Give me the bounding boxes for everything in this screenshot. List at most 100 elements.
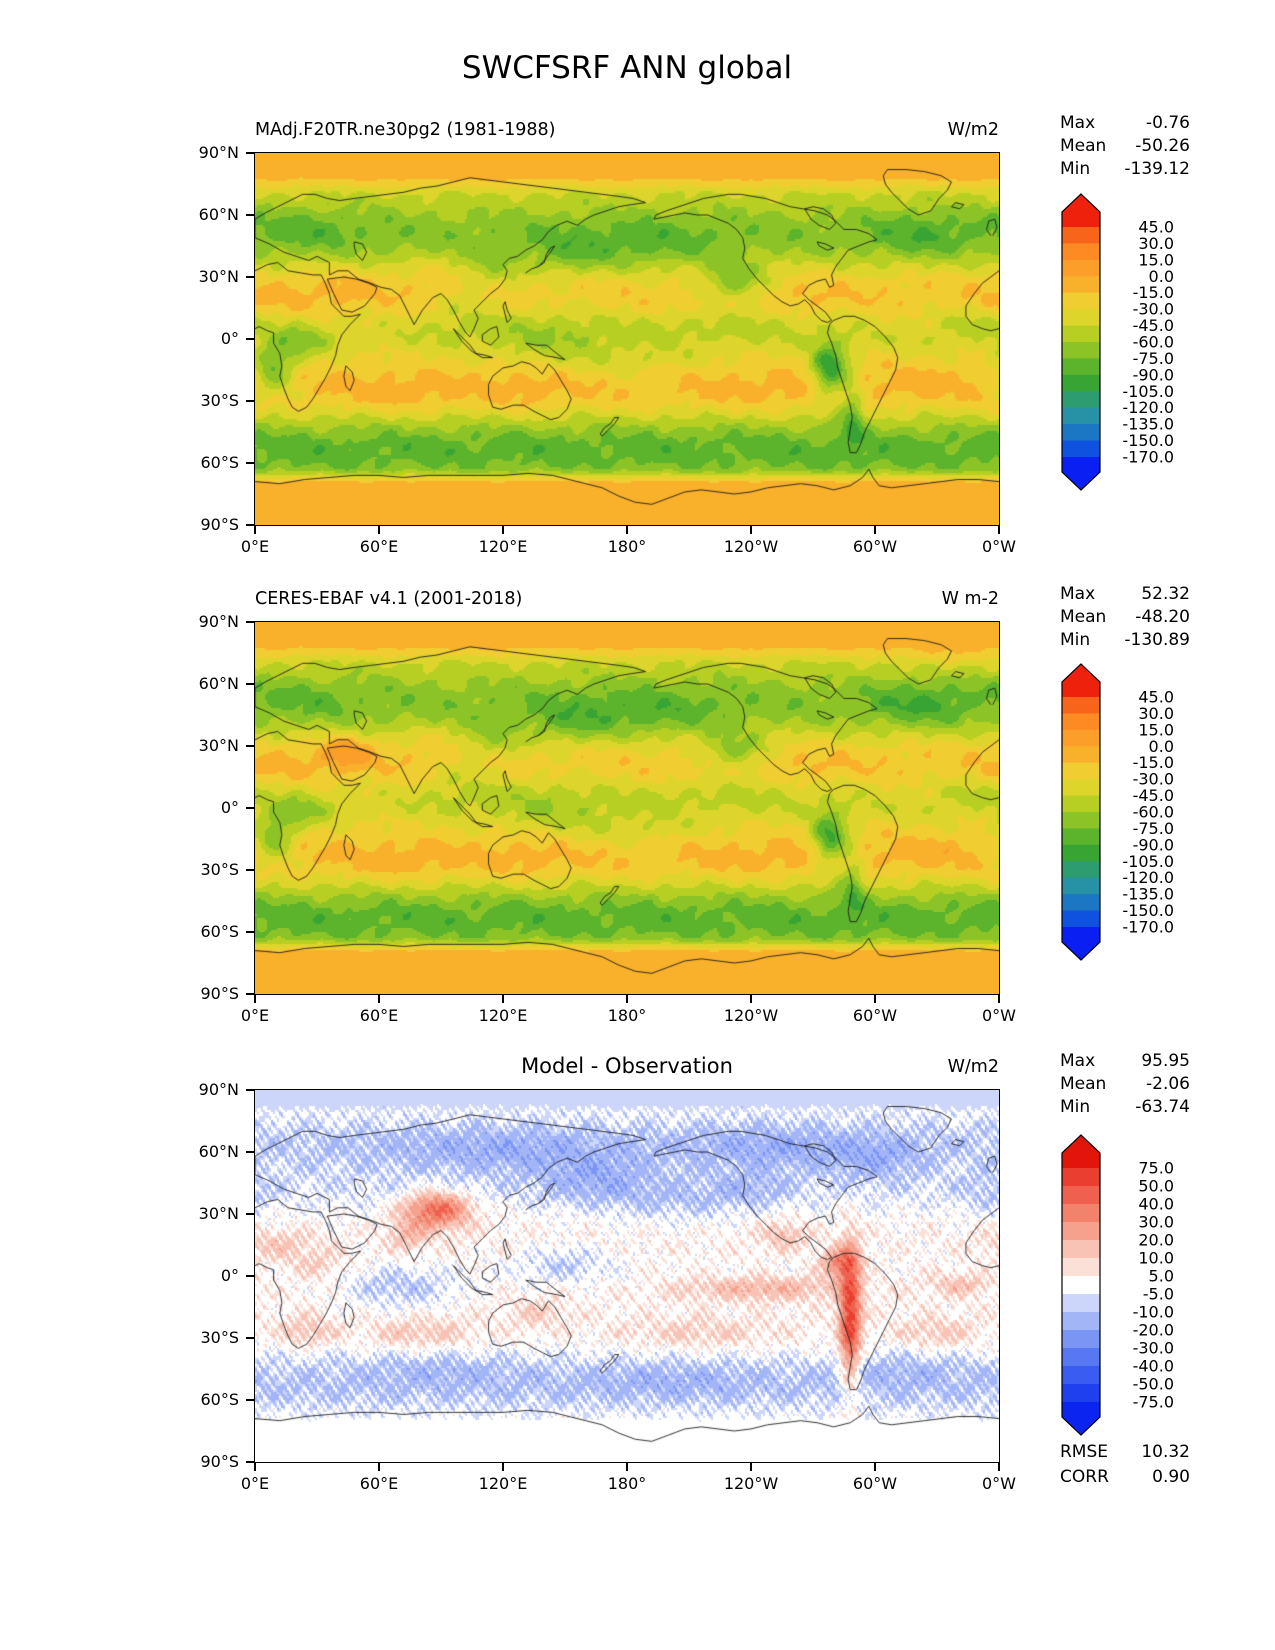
- colorbar-tick-label: 45.0: [1138, 218, 1174, 237]
- colorbar-tick-label: -60.0: [1133, 803, 1174, 822]
- stat-value: 95.95: [1141, 1051, 1190, 1071]
- lon-tick-label: 120°E: [478, 1474, 528, 1493]
- colorbar-tick-label: 30.0: [1138, 234, 1174, 253]
- stat-row: Min -139.12: [1060, 158, 1190, 181]
- stat-label: Max: [1060, 584, 1096, 604]
- axis-tick: [750, 995, 752, 1003]
- lat-tick-label: 30°S: [200, 1328, 239, 1347]
- stat-value: 0.90: [1152, 1466, 1190, 1487]
- colorbar-svg: 75.050.040.030.020.010.05.0-5.0-10.0-20.…: [1061, 1134, 1174, 1436]
- stat-row: Max 95.95: [1060, 1050, 1190, 1073]
- axis-tick: [254, 995, 256, 1003]
- colorbar-tick-label: -75.0: [1133, 819, 1174, 838]
- axis-tick: [378, 995, 380, 1003]
- colorbar-tick-label: -30.0: [1133, 770, 1174, 789]
- panel-diff-title: Model - Observation: [521, 1054, 733, 1078]
- lat-tick-label: 30°N: [198, 267, 239, 286]
- stat-row: Min -130.89: [1060, 629, 1190, 652]
- lon-tick-label: 60°E: [359, 537, 399, 556]
- axis-tick: [245, 1213, 255, 1215]
- panel-diff-metrics: RMSE 10.32 CORR 0.90: [1060, 1440, 1190, 1489]
- colorbar-tick-label: -10.0: [1133, 1303, 1174, 1322]
- colorbar-tick-label: 20.0: [1138, 1231, 1174, 1250]
- axis-tick: [245, 462, 255, 464]
- panel-model-units: W/m2: [947, 120, 999, 140]
- colorbar-tick-label: -90.0: [1133, 835, 1174, 854]
- axis-tick: [245, 993, 255, 995]
- colorbar-tick-label: 15.0: [1138, 250, 1174, 269]
- lat-tick-label: 90°S: [200, 515, 239, 534]
- stat-label: Max: [1060, 1051, 1096, 1071]
- stat-value: -0.76: [1146, 113, 1190, 133]
- axis-tick: [998, 1463, 1000, 1471]
- colorbar-tick-label: 45.0: [1138, 688, 1174, 707]
- stat-row: CORR 0.90: [1060, 1465, 1190, 1490]
- stat-label: Mean: [1060, 1074, 1107, 1094]
- colorbar-tick-label: -90.0: [1133, 365, 1174, 384]
- stat-value: -50.26: [1135, 136, 1190, 156]
- colorbar-tick-label: -40.0: [1133, 1357, 1174, 1376]
- axis-tick: [245, 214, 255, 216]
- lon-tick-label: 0°E: [240, 537, 270, 556]
- lon-tick-label: 60°W: [852, 1474, 898, 1493]
- colorbar-tick-label: -150.0: [1122, 431, 1174, 450]
- colorbar-tick-label: 15.0: [1138, 720, 1174, 739]
- stat-label: Mean: [1060, 607, 1107, 627]
- lat-tick-label: 90°N: [198, 143, 239, 162]
- panel-model-subtitle: MAdj.F20TR.ne30pg2 (1981-1988): [255, 120, 556, 140]
- lat-tick-label: 0°: [220, 798, 239, 817]
- colorbar-tick-label: 0.0: [1149, 267, 1174, 286]
- stat-label: RMSE: [1060, 1442, 1109, 1462]
- stat-label: Max: [1060, 113, 1096, 133]
- figure-title: SWCFSRF ANN global: [461, 50, 793, 86]
- lon-tick-label: 0°E: [240, 1006, 270, 1025]
- lon-tick-label: 60°E: [359, 1474, 399, 1493]
- colorbar-svg: 45.030.015.00.0-15.0-30.0-45.0-60.0-75.0…: [1061, 193, 1174, 491]
- colorbar-tick-label: -170.0: [1122, 448, 1174, 467]
- axis-tick: [245, 621, 255, 623]
- colorbar-tick-label: -75.0: [1133, 349, 1174, 368]
- axis-tick: [750, 1463, 752, 1471]
- axis-tick: [626, 1463, 628, 1471]
- stat-row: Max -0.76: [1060, 112, 1190, 135]
- lat-tick-label: 30°S: [200, 391, 239, 410]
- axis-tick: [245, 745, 255, 747]
- colorbar-tick-label: -15.0: [1133, 753, 1174, 772]
- axis-tick: [998, 995, 1000, 1003]
- lon-tick-label: 60°E: [359, 1006, 399, 1025]
- colorbar-tick-label: 5.0: [1149, 1267, 1174, 1286]
- stat-row: Min -63.74: [1060, 1096, 1190, 1119]
- colorbar-tick-label: 0.0: [1149, 737, 1174, 756]
- stat-label: Min: [1060, 159, 1091, 179]
- colorbar-obs: 45.0 30.0 15.0 0.0 -15.0 -30.0 -45.0 -60.0 -75.0…: [1060, 663, 1180, 969]
- stat-row: Mean -2.06: [1060, 1073, 1190, 1096]
- lon-tick-label: 120°E: [478, 1006, 528, 1025]
- axis-tick: [245, 869, 255, 871]
- colorbar-tick-label: -120.0: [1122, 398, 1174, 417]
- stat-value: 10.32: [1141, 1442, 1190, 1462]
- panel-diff-map: [253, 1088, 1000, 1463]
- colorbar-model: 45.0 30.0 15.0 0.0 -15.0 -30.0 -45.0 -60.0 -75.0…: [1060, 193, 1180, 499]
- colorbar-tick-label: -105.0: [1122, 382, 1174, 401]
- colorbar-tick-label: -150.0: [1122, 901, 1174, 920]
- lon-tick-label: 60°W: [852, 1006, 898, 1025]
- colorbar-tick-label: -30.0: [1133, 1339, 1174, 1358]
- colorbar-tick-label: 10.0: [1138, 1249, 1174, 1268]
- axis-tick: [245, 524, 255, 526]
- colorbar-tick-label: -20.0: [1133, 1321, 1174, 1340]
- axis-tick: [254, 1463, 256, 1471]
- stat-label: Min: [1060, 630, 1091, 650]
- axis-tick: [502, 1463, 504, 1471]
- lat-tick-label: 30°N: [198, 1204, 239, 1223]
- colorbar-tick-label: -135.0: [1122, 885, 1174, 904]
- axis-tick: [245, 1089, 255, 1091]
- lon-tick-label: 60°W: [852, 537, 898, 556]
- axis-tick: [874, 1463, 876, 1471]
- axis-tick: [750, 526, 752, 534]
- axis-tick: [626, 526, 628, 534]
- panel-obs-stats: Max 52.32 Mean -48.20 Min -130.89: [1060, 583, 1190, 652]
- lon-tick-label: 0°W: [982, 537, 1016, 556]
- colorbar-tick-label: -30.0: [1133, 300, 1174, 319]
- colorbar-tick-label: -5.0: [1143, 1285, 1174, 1304]
- lat-tick-label: 90°S: [200, 1452, 239, 1471]
